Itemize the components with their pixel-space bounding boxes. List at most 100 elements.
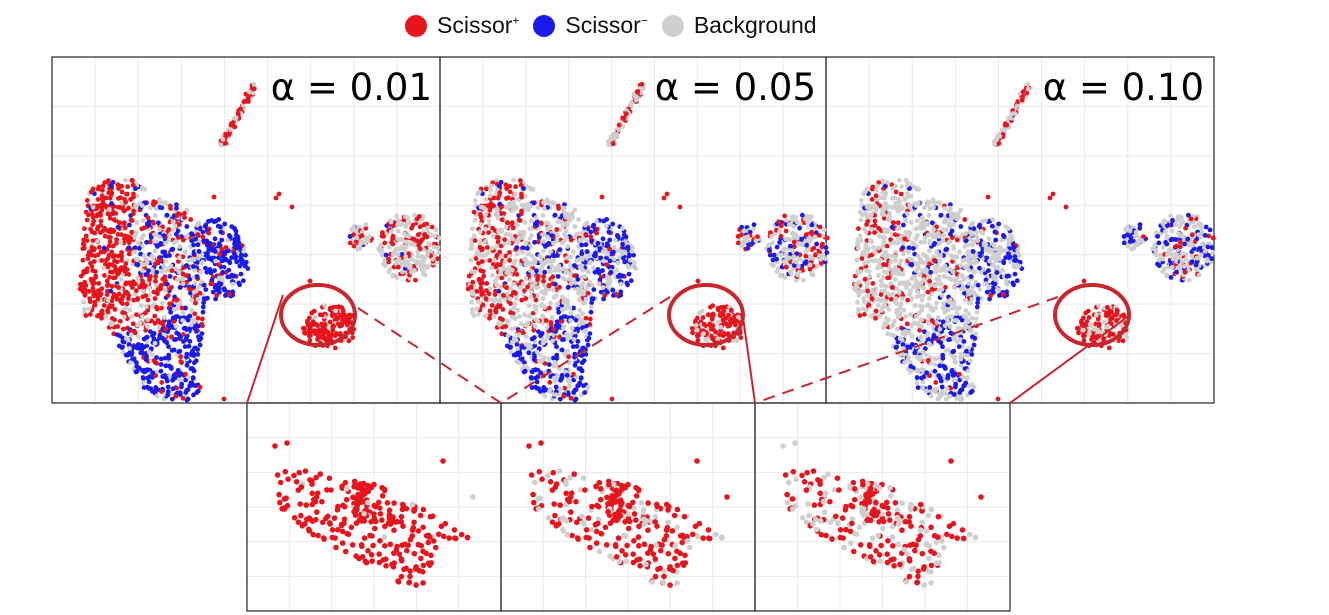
data-point bbox=[167, 274, 173, 279]
data-point bbox=[110, 243, 116, 249]
data-point bbox=[157, 227, 163, 233]
data-point bbox=[522, 220, 528, 225]
data-point bbox=[872, 249, 878, 255]
data-point bbox=[173, 324, 179, 329]
data-point bbox=[508, 326, 514, 332]
data-point bbox=[633, 97, 639, 103]
data-point bbox=[821, 227, 827, 233]
data-point bbox=[911, 246, 916, 251]
data-point bbox=[977, 265, 982, 271]
data-point bbox=[564, 259, 569, 264]
data-point bbox=[145, 307, 151, 313]
data-point bbox=[535, 205, 541, 211]
data-point bbox=[511, 261, 517, 266]
data-point bbox=[158, 283, 164, 289]
data-point bbox=[220, 137, 226, 142]
data-point bbox=[935, 233, 941, 239]
data-point bbox=[556, 206, 561, 211]
data-point bbox=[813, 225, 818, 231]
data-point bbox=[82, 279, 88, 285]
data-point bbox=[523, 342, 529, 347]
top-panel-2-points bbox=[465, 81, 830, 403]
data-point bbox=[551, 240, 556, 246]
data-point bbox=[169, 227, 175, 233]
legend-swatch-scissor-positive bbox=[405, 14, 427, 37]
data-point bbox=[166, 319, 172, 325]
data-point bbox=[533, 215, 539, 221]
data-point bbox=[158, 200, 163, 206]
data-point bbox=[177, 222, 182, 227]
data-point bbox=[577, 231, 582, 237]
data-point bbox=[133, 202, 139, 208]
data-point bbox=[939, 384, 945, 390]
data-point bbox=[95, 239, 100, 244]
data-point bbox=[428, 233, 434, 238]
data-point bbox=[186, 343, 192, 349]
data-point bbox=[857, 233, 863, 239]
data-point bbox=[100, 187, 105, 193]
data-point bbox=[965, 368, 971, 374]
data-point bbox=[474, 250, 480, 255]
data-point bbox=[897, 199, 903, 205]
data-point bbox=[180, 395, 186, 401]
data-point bbox=[336, 331, 342, 337]
data-point bbox=[591, 253, 597, 259]
data-point bbox=[634, 89, 640, 95]
data-point bbox=[104, 278, 110, 284]
data-point bbox=[926, 248, 932, 254]
data-point bbox=[520, 249, 525, 255]
data-point bbox=[935, 315, 941, 320]
data-point bbox=[107, 195, 113, 201]
data-point bbox=[319, 312, 325, 318]
data-point bbox=[424, 234, 430, 240]
data-point bbox=[664, 191, 670, 197]
data-point bbox=[614, 267, 620, 273]
data-point bbox=[570, 215, 575, 220]
data-point bbox=[618, 281, 624, 287]
data-point bbox=[115, 253, 121, 259]
data-point bbox=[111, 331, 117, 337]
data-point bbox=[907, 256, 913, 262]
data-point bbox=[354, 235, 360, 241]
data-point bbox=[159, 380, 165, 385]
data-point bbox=[812, 252, 818, 258]
data-point bbox=[625, 263, 631, 269]
data-point bbox=[135, 296, 141, 301]
data-point bbox=[973, 316, 979, 322]
data-point bbox=[394, 275, 400, 280]
data-point bbox=[203, 287, 209, 292]
data-point bbox=[556, 309, 561, 315]
data-point bbox=[996, 287, 1002, 293]
data-point bbox=[549, 263, 555, 269]
data-point bbox=[357, 245, 363, 251]
data-point bbox=[984, 289, 990, 295]
data-point bbox=[198, 335, 204, 341]
data-point bbox=[188, 322, 194, 328]
data-point bbox=[577, 238, 583, 244]
data-point bbox=[392, 247, 398, 253]
data-point bbox=[614, 292, 620, 297]
data-point bbox=[573, 317, 579, 323]
data-point bbox=[90, 204, 96, 210]
data-point bbox=[471, 209, 477, 215]
data-point bbox=[84, 238, 90, 244]
data-point bbox=[172, 240, 177, 246]
data-point bbox=[415, 259, 421, 265]
data-point bbox=[162, 355, 168, 361]
data-point bbox=[944, 315, 950, 321]
data-point bbox=[153, 206, 159, 211]
data-point bbox=[113, 293, 118, 298]
data-point bbox=[522, 312, 527, 317]
data-point bbox=[551, 375, 557, 381]
data-point bbox=[403, 254, 409, 259]
data-point bbox=[513, 184, 518, 190]
data-point bbox=[693, 322, 699, 328]
data-point bbox=[389, 229, 394, 235]
data-point bbox=[183, 337, 189, 342]
data-point bbox=[927, 232, 933, 238]
data-point bbox=[562, 231, 567, 237]
data-point bbox=[604, 255, 609, 261]
data-point bbox=[202, 223, 208, 229]
data-point bbox=[424, 252, 430, 258]
data-point bbox=[583, 242, 589, 248]
